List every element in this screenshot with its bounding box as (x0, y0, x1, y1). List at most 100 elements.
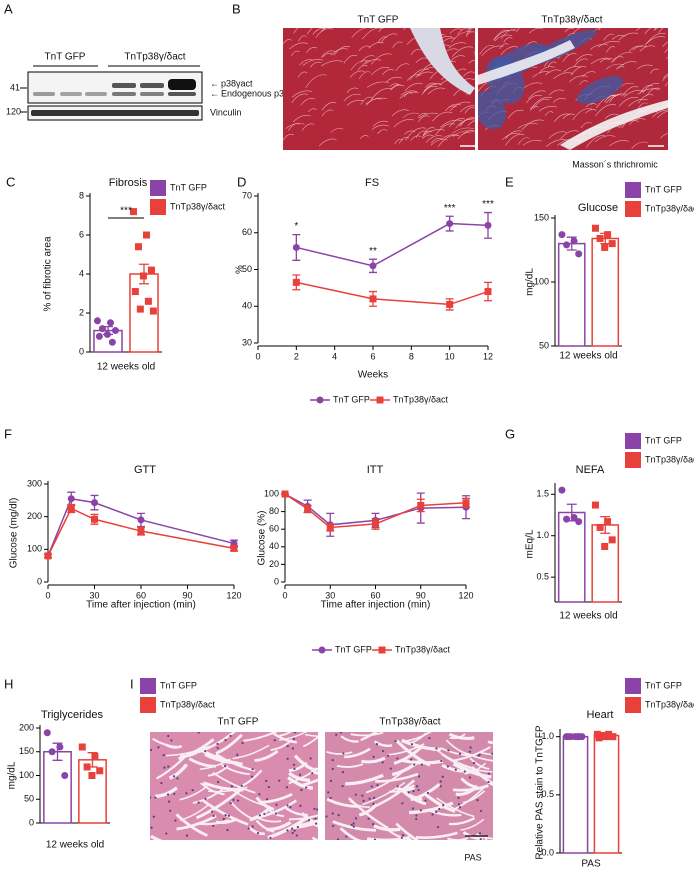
cell-border (302, 735, 318, 748)
legend-label: TnT GFP (645, 184, 682, 194)
fiber-border (380, 33, 398, 44)
line (284, 493, 467, 529)
nucleus (167, 734, 170, 738)
cell-border (266, 820, 292, 832)
nucleus (212, 824, 215, 828)
point (149, 307, 157, 315)
cell-border (440, 747, 475, 757)
nucleus (174, 819, 177, 822)
nucleus (251, 768, 254, 771)
y-tick-label: 300 (27, 478, 42, 488)
fiber-border (283, 133, 295, 141)
cell-border (448, 732, 475, 740)
cell-border (373, 824, 401, 832)
y-tick-label: 100 (27, 544, 42, 554)
y-tick-label: 150 (19, 746, 34, 756)
nucleus (191, 789, 194, 792)
nucleus (354, 817, 358, 820)
point (95, 332, 103, 340)
panel-letter: F (4, 426, 12, 441)
cell-border (201, 749, 243, 766)
y-tick-label: 1.5 (536, 489, 549, 499)
point (137, 527, 145, 535)
cell-border (299, 778, 318, 788)
cell-border (279, 732, 292, 737)
fiber-border (637, 94, 654, 104)
fiber-border (403, 28, 407, 31)
fiber-border (377, 36, 388, 44)
histology-image (478, 28, 668, 150)
fiber-border (430, 137, 442, 144)
fiber-border (395, 63, 410, 71)
fiber-border (505, 134, 525, 146)
nucleus (163, 766, 166, 769)
nucleus (394, 740, 397, 743)
point (103, 330, 111, 338)
fiber-border (371, 124, 389, 130)
cell-border (344, 747, 371, 759)
fiber-border (628, 118, 646, 125)
point (91, 753, 99, 760)
nucleus (285, 786, 289, 789)
fiber-border (581, 71, 596, 78)
bar (557, 242, 586, 347)
point (292, 278, 300, 286)
legend-swatch (150, 180, 166, 196)
cell-border (314, 767, 318, 770)
cell-border (255, 816, 282, 823)
nucleus (226, 828, 229, 832)
cell-border (448, 817, 476, 826)
fiber-border (372, 120, 389, 127)
fiber-border (360, 96, 373, 105)
point (131, 288, 139, 296)
fiber-border (523, 139, 542, 146)
x-tick-label: 30 (325, 590, 335, 600)
fiber-border (585, 103, 597, 108)
band-arrow: ← (210, 88, 219, 98)
point (575, 250, 583, 258)
fiber-border (291, 93, 308, 103)
legend-swatch (625, 182, 641, 198)
nucleus (329, 796, 332, 800)
nucleus (415, 817, 418, 821)
collagen (576, 76, 624, 104)
nucleus (431, 813, 434, 816)
nucleus (339, 732, 343, 734)
point (304, 505, 312, 513)
nucleus (491, 752, 493, 755)
fiber-border (500, 46, 518, 56)
nucleus (441, 775, 444, 778)
fiber-border (585, 109, 597, 114)
fiber-border (562, 53, 577, 62)
y-tick-label: 100 (19, 770, 34, 780)
fiber-border (377, 129, 388, 134)
cell-border (415, 831, 458, 839)
point (591, 501, 599, 509)
cell-border (375, 772, 419, 783)
y-tick-label: 0.5 (541, 789, 554, 799)
nucleus (170, 739, 173, 742)
fiber-border (548, 131, 567, 139)
fiber-border (321, 109, 334, 117)
fiber-border (570, 66, 587, 76)
nucleus (278, 779, 281, 782)
x-tick-label: 6 (370, 351, 375, 361)
x-tick-label: 4 (332, 351, 337, 361)
fiber-border (457, 28, 471, 35)
fiber-border (422, 134, 434, 139)
band (60, 92, 82, 96)
fiber-border (618, 97, 639, 107)
fiber-border (343, 93, 361, 102)
x-tick-label: 0 (45, 590, 50, 600)
nucleus (162, 754, 165, 757)
nucleus (167, 800, 171, 803)
nucleus (381, 761, 384, 764)
fiber-border (306, 47, 318, 53)
fiber-border (293, 28, 299, 34)
cell-border (361, 756, 386, 764)
cell-border (404, 732, 432, 743)
point (484, 221, 492, 229)
nucleus (454, 768, 457, 771)
fiber-border (449, 101, 471, 111)
nucleus (428, 737, 431, 740)
